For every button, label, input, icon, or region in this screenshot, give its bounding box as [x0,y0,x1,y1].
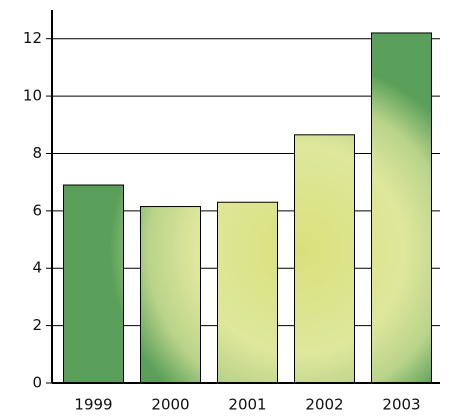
y-tick-label: 12 [23,29,42,47]
bar [63,184,124,384]
x-tick-label: 1999 [74,396,112,414]
bar [217,201,278,384]
y-tick-label: 8 [32,144,42,162]
bar [140,206,201,384]
y-tick-label: 0 [32,374,42,392]
x-tick-label: 2002 [305,396,343,414]
y-tick-label: 6 [32,201,42,219]
y-tick-label: 2 [32,316,42,334]
bar [294,134,355,384]
bar [371,32,432,384]
y-tick-label: 10 [23,87,42,105]
x-tick-label: 2001 [228,396,266,414]
y-tick-label: 4 [32,259,42,277]
x-tick-label: 2000 [151,396,189,414]
x-tick-label: 2003 [382,396,420,414]
